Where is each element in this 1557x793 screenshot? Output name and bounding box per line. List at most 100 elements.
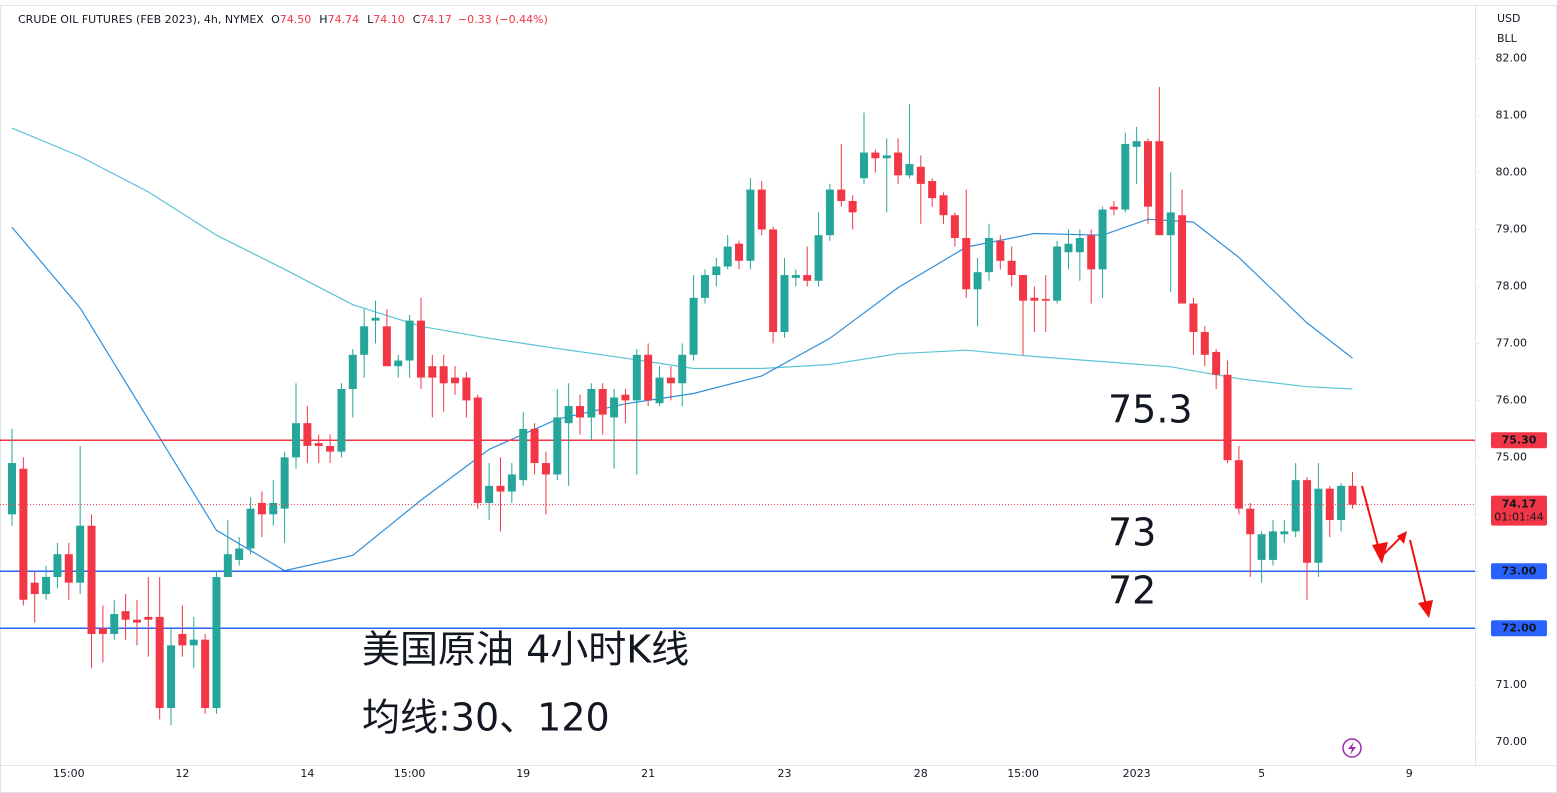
- candle-body: [780, 275, 789, 333]
- candle-body: [1030, 297, 1039, 301]
- ohlc-key: L: [367, 13, 374, 26]
- candle-body: [155, 616, 164, 709]
- candle-body: [64, 554, 73, 583]
- candle-body: [98, 628, 107, 634]
- candle-body: [121, 611, 130, 620]
- candle-body: [201, 639, 210, 709]
- arrow: [1409, 539, 1427, 606]
- candle-body: [803, 275, 812, 281]
- candle-body: [292, 423, 300, 458]
- candle-body: [814, 235, 823, 281]
- candle-body: [916, 166, 925, 184]
- candle-body: [87, 525, 96, 634]
- candle-body: [1280, 531, 1289, 535]
- candle-body: [235, 548, 244, 560]
- candle-body: [257, 502, 266, 515]
- candle-body: [394, 360, 403, 367]
- candle-body: [1257, 534, 1266, 560]
- candle-body: [1234, 460, 1243, 509]
- candle-body: [939, 195, 948, 216]
- candle-body: [746, 189, 755, 261]
- candle-body: [928, 181, 937, 199]
- candle-body: [1291, 480, 1300, 532]
- alert-icon[interactable]: [1342, 738, 1362, 758]
- candle-body: [53, 554, 62, 577]
- arrow-head: [1418, 600, 1433, 618]
- candle-body: [8, 463, 16, 515]
- candle-body: [791, 275, 800, 278]
- candle-body: [144, 616, 153, 620]
- candle-body: [723, 246, 732, 267]
- candle-body: [1314, 488, 1323, 563]
- candle-body: [1303, 480, 1312, 563]
- candle-body: [860, 152, 868, 179]
- candle-body: [564, 406, 573, 424]
- x-tick-label: 15:00: [53, 767, 85, 780]
- x-tick-label: 15:00: [394, 767, 426, 780]
- candle-body: [666, 377, 675, 384]
- candle-body: [894, 152, 903, 176]
- candle-body: [1155, 141, 1164, 236]
- candle-body: [1337, 485, 1346, 521]
- candle-body: [507, 474, 516, 492]
- y-tick-label: 82.00: [1496, 52, 1528, 65]
- x-tick-label: 28: [914, 767, 928, 780]
- candle-body: [882, 155, 891, 159]
- candle-body: [1144, 141, 1152, 207]
- candle-body: [576, 406, 584, 418]
- candle-body: [837, 189, 846, 201]
- candle-body: [1212, 351, 1221, 375]
- candle-body: [1087, 235, 1096, 270]
- candle-body: [1189, 303, 1198, 333]
- candle-body: [348, 354, 357, 389]
- candle-body: [1098, 209, 1107, 270]
- arrow-head: [1372, 542, 1388, 564]
- candle-body: [462, 377, 471, 401]
- candle-body: [303, 423, 312, 446]
- level-tag: [1491, 620, 1547, 637]
- level-tag: [1491, 563, 1547, 580]
- last-price-tag: [1491, 495, 1547, 526]
- candle-body: [689, 297, 698, 355]
- candle-body: [700, 275, 709, 298]
- annotation: 均线:30、120: [362, 696, 610, 740]
- x-tick-label: 15:00: [1007, 767, 1039, 780]
- candle-body: [76, 525, 85, 583]
- countdown: 01:01:44: [1494, 511, 1543, 524]
- candle-body: [1007, 260, 1016, 276]
- ohlc-key: O: [271, 13, 280, 26]
- candle-body: [1200, 332, 1209, 355]
- candle-body: [1121, 144, 1130, 210]
- candle-body: [632, 354, 641, 401]
- y-tick-label: 75.00: [1496, 450, 1528, 463]
- candle-body: [428, 366, 437, 378]
- ohlc-key: H: [319, 13, 327, 26]
- candle-body: [416, 320, 425, 378]
- candle-body: [757, 189, 766, 230]
- y-tick-label: 81.00: [1496, 109, 1528, 122]
- x-tick-label: 19: [516, 767, 530, 780]
- candle-body: [280, 457, 289, 509]
- candle-body: [485, 485, 494, 503]
- candle-body: [598, 388, 607, 415]
- ohlc-value: 74.74: [328, 13, 360, 26]
- level-tag: [1491, 432, 1547, 449]
- legend: CRUDE OIL FUTURES (FEB 2023), 4h, NYMEX O…: [18, 13, 548, 26]
- annotation: 75.3: [1108, 388, 1193, 432]
- candle-body: [30, 582, 39, 595]
- candle-body: [530, 428, 539, 464]
- level-tag-label: 73.00: [1502, 564, 1537, 577]
- candle-body: [950, 215, 959, 239]
- candle-body: [973, 272, 982, 290]
- candle-body: [1246, 508, 1255, 535]
- x-tick-label: 12: [175, 767, 189, 780]
- candle-body: [405, 320, 414, 361]
- candle-body: [905, 163, 914, 176]
- candle-body: [735, 243, 744, 261]
- candle-body: [382, 326, 391, 367]
- y-tick-label: 78.00: [1496, 279, 1528, 292]
- ohlc-value: 74.50: [280, 13, 312, 26]
- last-price-label: 74.17: [1502, 498, 1537, 511]
